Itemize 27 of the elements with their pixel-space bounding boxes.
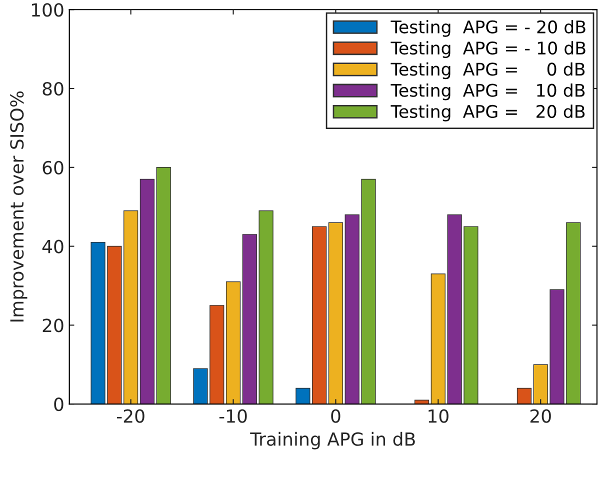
y-tick-label: 0: [54, 398, 64, 412]
y-tick-label: 60: [42, 160, 64, 175]
legend-label: Testing APG = - 20 dB: [390, 20, 586, 37]
bar: [328, 222, 344, 404]
x-tick-label: 0: [331, 409, 340, 423]
bar: [140, 178, 155, 404]
legend-label: Testing APG = 10 dB: [390, 83, 585, 100]
y-axis-title: Improvement over SISO%: [10, 91, 28, 322]
bar: [414, 400, 430, 404]
legend-label: Testing APG = 0 dB: [390, 62, 585, 80]
y-tick-label: 20: [42, 318, 64, 332]
bar: [226, 281, 241, 404]
x-axis-title: Training APG in dB: [250, 432, 415, 450]
y-tick-label: 40: [42, 240, 64, 254]
x-tick-label: -20: [116, 409, 144, 423]
legend-label: Testing APG = 20 dB: [390, 104, 585, 122]
y-tick-label: 100: [32, 3, 64, 17]
bar: [312, 226, 327, 404]
y-tick-label: 80: [42, 82, 64, 96]
x-tick-label: 20: [530, 409, 551, 423]
bar: [296, 388, 310, 404]
legend-label: Testing APG = - 10 dB: [390, 41, 586, 58]
bar: [156, 167, 171, 404]
x-tick-label: 10: [428, 409, 448, 423]
bar: [516, 388, 532, 404]
x-tick-label: -10: [219, 409, 247, 423]
bar: [124, 210, 138, 404]
